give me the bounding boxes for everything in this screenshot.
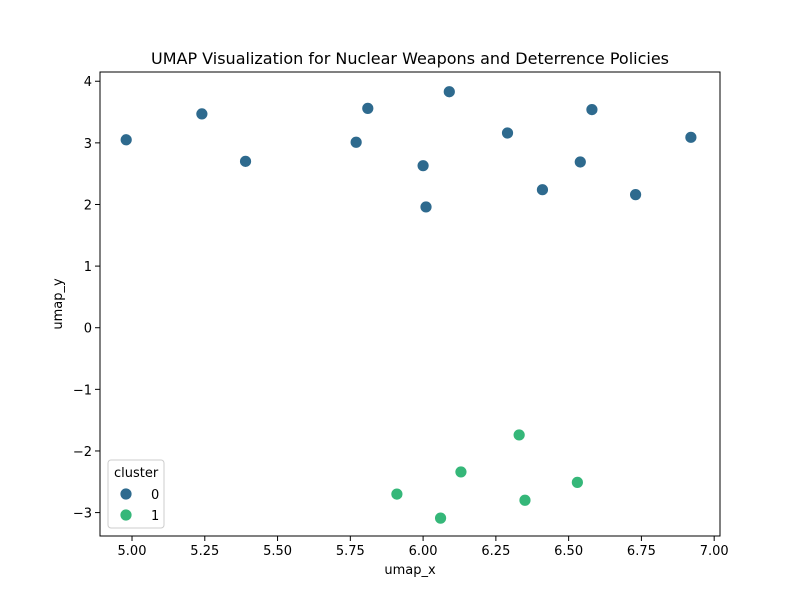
point-cluster-0-11 [585, 103, 599, 116]
legend-title: cluster [114, 466, 159, 481]
legend-label-cluster-0: 0 [151, 488, 159, 503]
point-cluster-0-5 [416, 159, 430, 173]
x-tick-label: 6.75 [627, 544, 656, 559]
chart-title: UMAP Visualization for Nuclear Weapons a… [151, 49, 669, 68]
point-cluster-1-0 [390, 487, 404, 501]
x-tick-label: 5.25 [190, 544, 219, 559]
y-tick-label: −2 [73, 445, 92, 460]
x-tick-label: 6.00 [409, 544, 438, 559]
point-cluster-0-4 [361, 101, 375, 115]
legend-label-cluster-1: 1 [151, 509, 159, 524]
y-axis: −3 −2 −1 0 1 2 3 4 [73, 75, 100, 522]
y-tick-label: 4 [84, 75, 92, 90]
x-axis-title: umap_x [384, 563, 436, 578]
legend: cluster 0 1 [107, 459, 165, 529]
legend-marker-cluster-1 [119, 508, 133, 522]
point-cluster-0-1 [195, 107, 209, 121]
x-tick-label: 5.00 [118, 544, 147, 559]
point-cluster-0-0 [119, 133, 133, 147]
y-tick-label: 0 [84, 322, 92, 337]
legend-marker-cluster-0 [119, 487, 133, 501]
y-tick-label: 2 [84, 198, 92, 213]
plot-area [119, 85, 698, 525]
x-tick-label: 5.50 [263, 544, 292, 559]
point-cluster-0-2 [239, 154, 252, 168]
point-cluster-0-9 [536, 183, 549, 197]
point-cluster-0-12 [629, 188, 642, 202]
point-cluster-0-6 [419, 200, 433, 214]
y-tick-label: −1 [73, 383, 92, 398]
point-cluster-0-10 [573, 155, 587, 169]
point-cluster-1-4 [518, 493, 532, 507]
plot-frame [99, 71, 721, 537]
point-cluster-0-8 [501, 126, 514, 140]
y-tick-label: −3 [73, 507, 92, 522]
x-axis: 5.00 5.25 5.50 5.75 6.00 6.25 6.50 6.75 7.00 [118, 536, 729, 559]
point-cluster-0-7 [442, 85, 456, 99]
point-cluster-0-13 [684, 130, 698, 144]
x-tick-label: 6.50 [554, 544, 583, 559]
y-tick-label: 1 [84, 260, 92, 275]
point-cluster-1-2 [454, 465, 468, 479]
point-cluster-1-3 [512, 428, 526, 442]
y-axis-title: umap_y [51, 278, 66, 330]
point-cluster-1-5 [570, 475, 584, 489]
y-tick-label: 3 [84, 137, 92, 152]
point-cluster-0-3 [349, 135, 363, 149]
point-cluster-1-1 [434, 511, 447, 525]
x-tick-label: 6.25 [481, 544, 510, 559]
x-tick-label: 5.75 [336, 544, 365, 559]
x-tick-label: 7.00 [700, 544, 729, 559]
